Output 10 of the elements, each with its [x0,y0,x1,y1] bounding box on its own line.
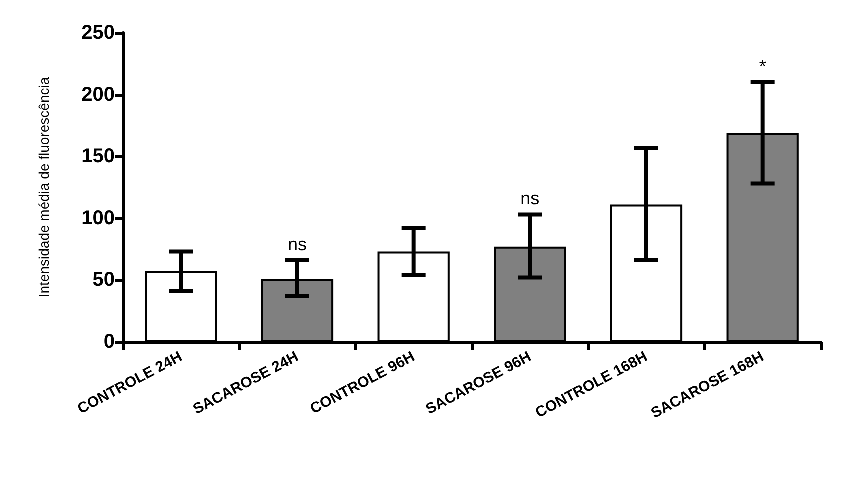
y-tick-label: 100 [82,207,115,230]
y-tick-label: 0 [104,331,115,353]
annotation: * [759,56,766,76]
y-tick-label: 250 [82,22,115,44]
y-axis-title: Intensidade média de fluorescência [36,77,52,298]
y-tick-label: 200 [82,84,115,106]
y-tick-label: 150 [82,146,115,168]
annotation: ns [520,188,540,209]
annotation: ns [288,234,308,254]
y-tick-label: 50 [92,269,115,292]
